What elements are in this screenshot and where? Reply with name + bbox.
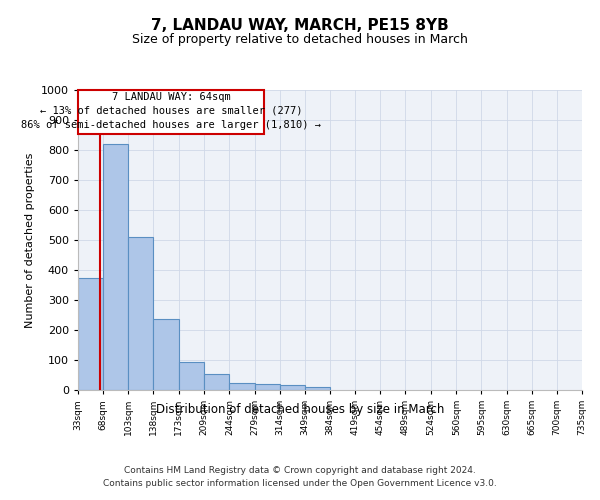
Text: Contains public sector information licensed under the Open Government Licence v3: Contains public sector information licen… — [103, 479, 497, 488]
Text: 86% of semi-detached houses are larger (1,810) →: 86% of semi-detached houses are larger (… — [21, 120, 321, 130]
Bar — [103, 144, 128, 390]
Bar — [254, 384, 280, 390]
Bar — [305, 386, 330, 390]
Text: 7, LANDAU WAY, MARCH, PE15 8YB: 7, LANDAU WAY, MARCH, PE15 8YB — [151, 18, 449, 32]
Bar — [128, 237, 154, 390]
Bar — [78, 278, 103, 390]
Text: 7 LANDAU WAY: 64sqm: 7 LANDAU WAY: 64sqm — [112, 92, 230, 102]
Bar — [280, 385, 305, 390]
Bar — [229, 384, 254, 390]
Text: Distribution of detached houses by size in March: Distribution of detached houses by size … — [156, 402, 444, 415]
Text: Size of property relative to detached houses in March: Size of property relative to detached ho… — [132, 32, 468, 46]
Bar — [154, 318, 179, 390]
Y-axis label: Number of detached properties: Number of detached properties — [25, 152, 35, 328]
Bar — [79, 90, 264, 134]
Bar — [205, 374, 229, 390]
Text: ← 13% of detached houses are smaller (277): ← 13% of detached houses are smaller (27… — [40, 106, 302, 116]
Text: Contains HM Land Registry data © Crown copyright and database right 2024.: Contains HM Land Registry data © Crown c… — [124, 466, 476, 475]
Bar — [179, 362, 203, 390]
